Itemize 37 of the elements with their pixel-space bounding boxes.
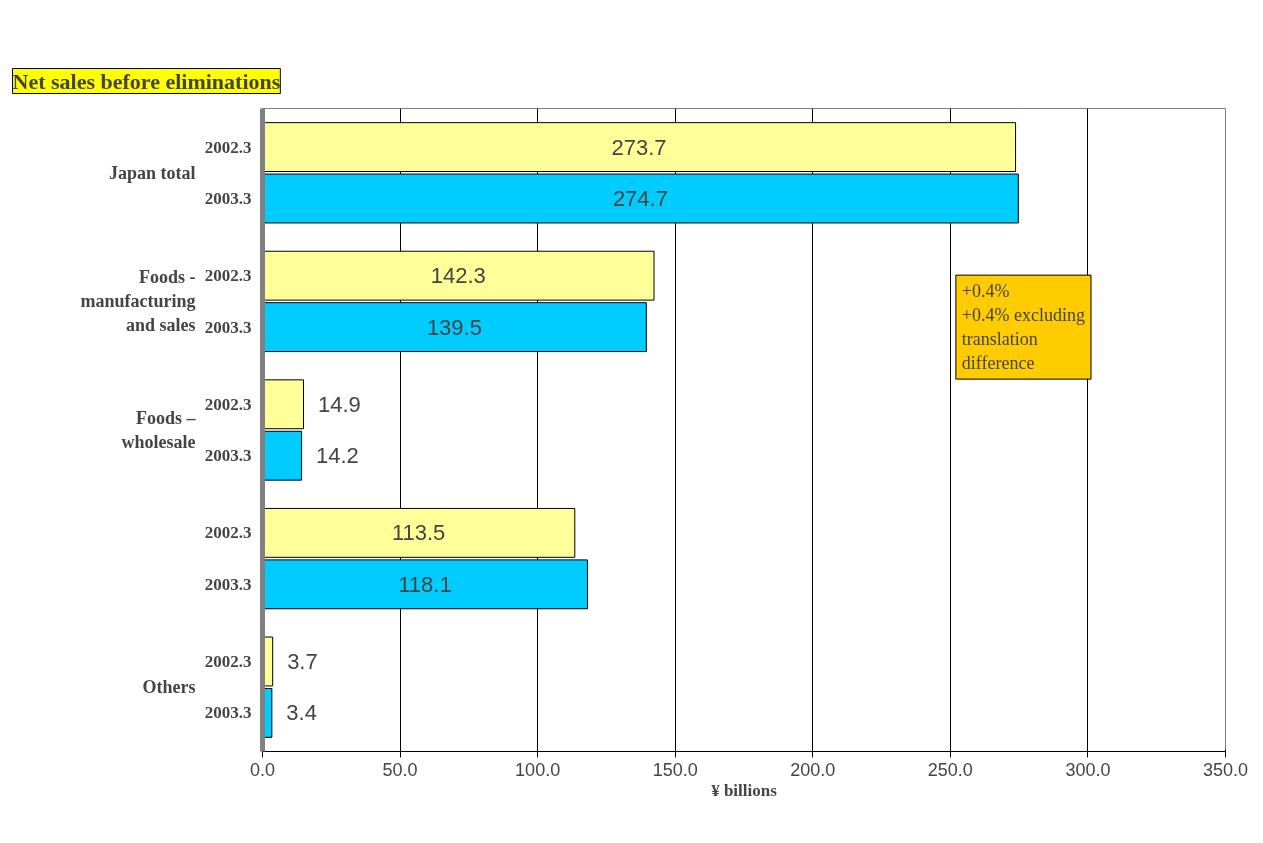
text: 2003.3	[204, 317, 252, 337]
data-label: 139.5	[426, 314, 482, 340]
text: 2003.3	[204, 574, 252, 594]
chart-title: Net sales before eliminations	[12, 68, 281, 94]
text: 2002.3	[204, 394, 252, 414]
bar	[262, 379, 304, 430]
x-tick-label: 350.0	[1202, 759, 1249, 780]
x-tick-label: 300.0	[1065, 759, 1111, 780]
text: 2002.3	[204, 523, 252, 543]
bar	[262, 430, 303, 481]
y-tick-label: Foods – wholesale	[121, 408, 197, 452]
series-label: 2002.3	[204, 137, 252, 157]
text: 2002.3	[204, 651, 252, 671]
y-tick-label: Others	[142, 677, 196, 698]
x-tick-label: 100.0	[515, 759, 561, 780]
x-tick-label: 0.0	[249, 759, 276, 780]
y-tick-label: Foods - manufacturing and sales	[80, 267, 196, 336]
data-label: 118.1	[398, 571, 452, 597]
text: 2002.3	[204, 266, 252, 286]
text: 2003.3	[204, 703, 252, 723]
annotation: +0.4% +0.4% excluding translation difference	[961, 281, 1085, 374]
data-label: 14.9	[317, 391, 361, 417]
x-tick-label: 50.0	[382, 759, 418, 780]
x-tick-label: 250.0	[927, 759, 973, 780]
data-label: 274.7	[612, 186, 668, 212]
data-label: 142.3	[430, 263, 486, 289]
data-label: 113.5	[391, 520, 446, 546]
x-axis-title: ¥ billions	[711, 780, 778, 800]
text: 2003.3	[204, 446, 252, 466]
data-label: 3.7	[287, 648, 318, 674]
data-label: 3.4	[286, 700, 317, 726]
data-label: 14.2	[316, 443, 359, 469]
x-tick-label: 150.0	[652, 759, 698, 780]
y-tick-label: Japan total	[108, 162, 196, 183]
x-tick-label: 200.0	[790, 759, 836, 780]
data-label: 273.7	[611, 134, 667, 160]
series-label: 2003.3	[204, 189, 252, 209]
